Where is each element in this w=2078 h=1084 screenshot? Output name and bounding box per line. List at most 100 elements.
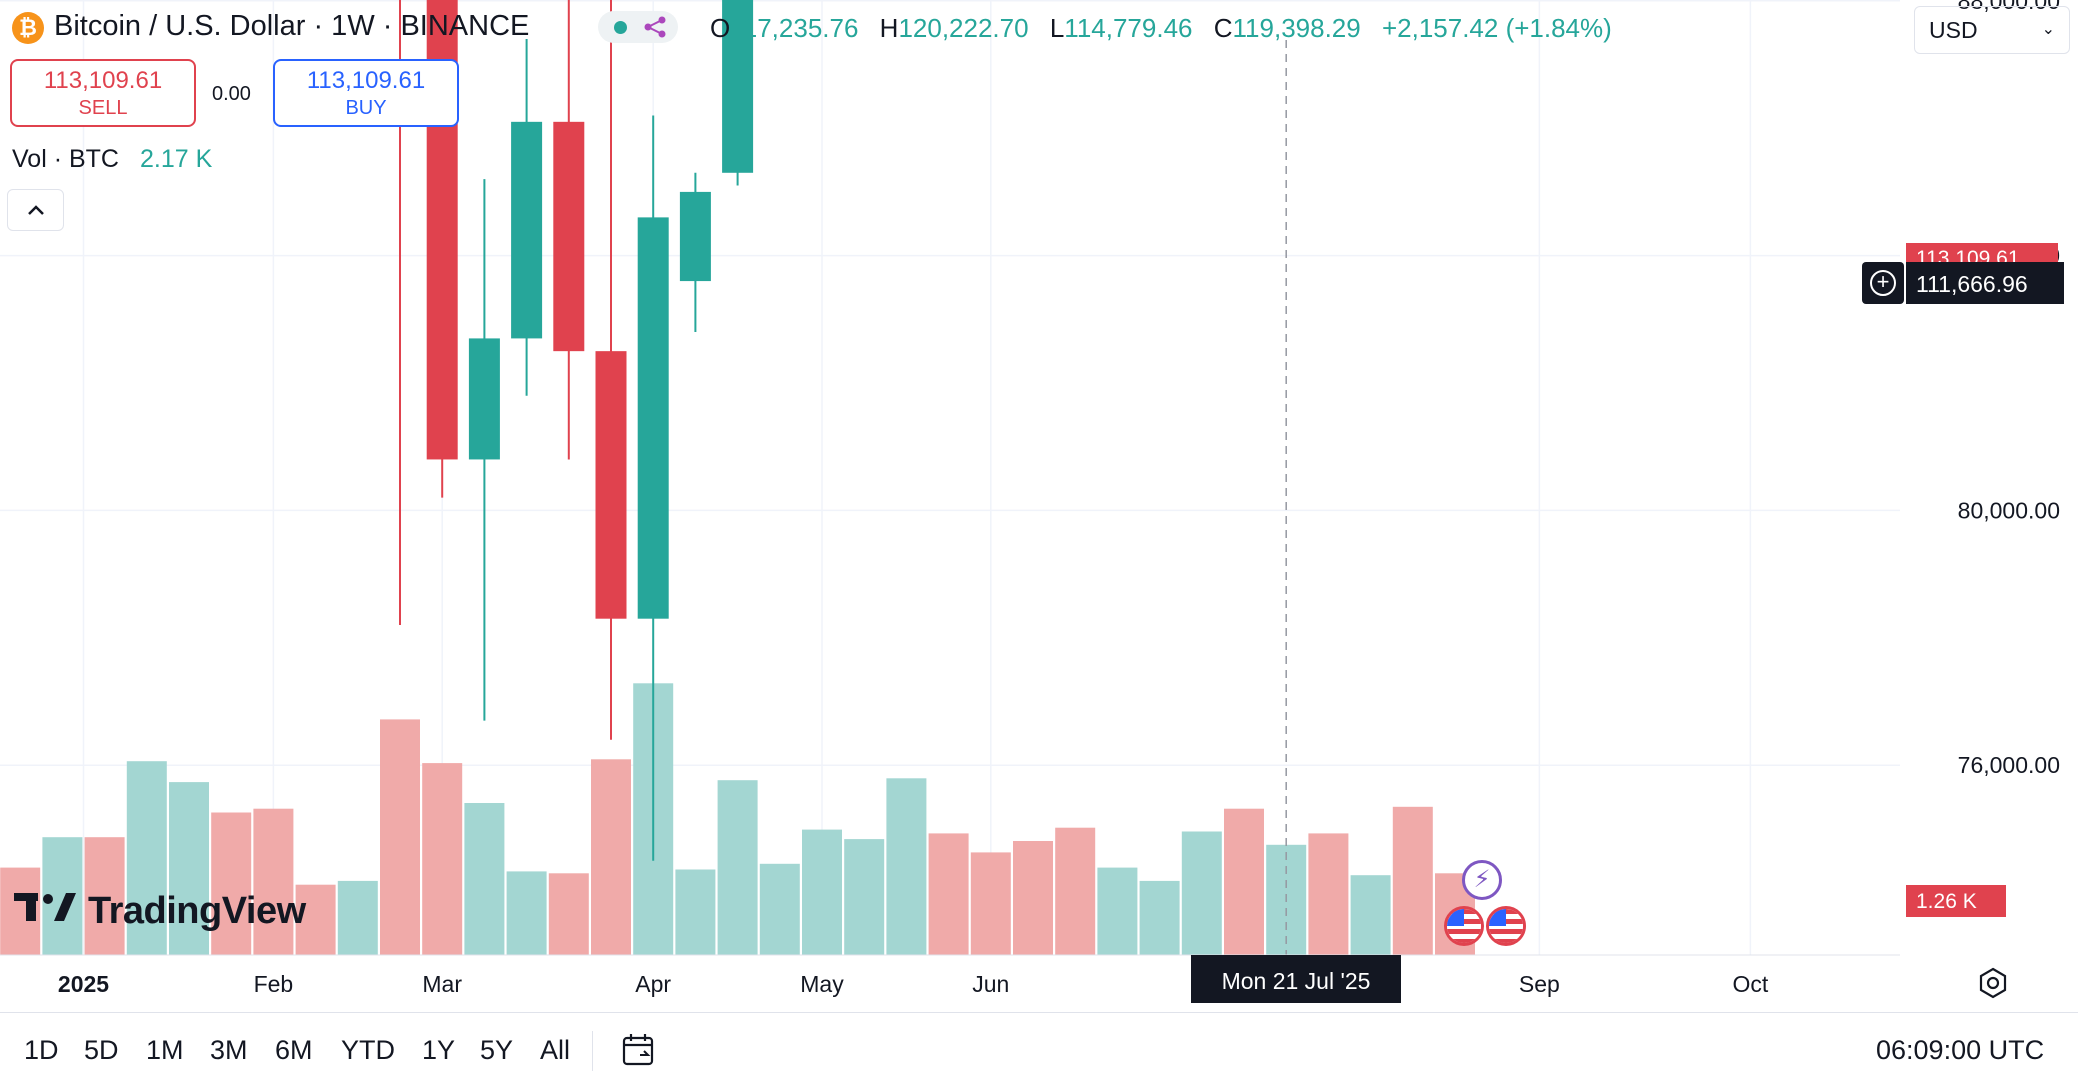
volume-bar — [844, 839, 885, 955]
time-tick-label: 2025 — [58, 971, 109, 997]
range-1y-button[interactable]: 1Y — [422, 1035, 456, 1065]
range-all-button[interactable]: All — [540, 1035, 571, 1065]
volume-bar — [506, 871, 547, 955]
us-flag-event-icon[interactable] — [1444, 906, 1484, 946]
close-label: C — [1213, 13, 1233, 43]
volume-bar — [422, 763, 463, 955]
time-tick-label: Apr — [635, 971, 671, 997]
volume-bar — [253, 808, 294, 955]
share-icon — [644, 16, 666, 38]
us-flag-icon — [1447, 909, 1481, 943]
collapse-legend-button[interactable] — [7, 189, 64, 231]
last-volume-tag: 1.26 K — [1906, 885, 2006, 917]
settings-gear-icon[interactable] — [1976, 966, 2010, 1000]
candle-body-up — [679, 191, 711, 282]
buy-button[interactable]: 113,109.61 BUY — [273, 59, 459, 127]
volume-bar — [84, 837, 125, 955]
volume-bar — [1097, 867, 1138, 955]
volume-bar — [1224, 808, 1264, 955]
volume-bar — [1392, 806, 1433, 955]
candlesticks — [399, 0, 754, 861]
sell-button[interactable]: 113,109.61 SELL — [10, 59, 196, 127]
market-status-pill[interactable] — [598, 11, 678, 43]
volume-bar — [1350, 875, 1391, 955]
time-tick-label: Mar — [422, 971, 462, 997]
volume-bar — [759, 863, 800, 955]
bitcoin-icon: ₿ — [12, 12, 44, 44]
crosshair-date-tag: Mon 21 Jul '25 — [1191, 955, 1401, 1003]
volume-bar — [126, 761, 167, 955]
change-value: +2,157.42 (+1.84%) — [1381, 13, 1612, 43]
calendar-range-icon[interactable] — [620, 1031, 658, 1069]
range-5y-button[interactable]: 5Y — [480, 1035, 514, 1065]
volume-bar — [1181, 831, 1222, 955]
price-tick-label: 76,000.00 — [1958, 752, 2060, 778]
price-chart[interactable]: 72,000.0076,000.0080,000.0084,000.0088,0… — [0, 0, 2078, 1012]
currency-value: USD — [1929, 17, 1978, 43]
time-tick-label: May — [800, 971, 844, 997]
sell-price: 113,109.61 — [43, 67, 163, 94]
close-value: 119,398.29 — [1232, 13, 1361, 43]
volume-bar — [1308, 833, 1349, 955]
volume-bar — [380, 719, 420, 955]
us-flag-icon — [1489, 909, 1523, 943]
time-tick-label: Sep — [1519, 971, 1560, 997]
candle-body-up — [468, 338, 500, 460]
volume-bar — [717, 780, 758, 955]
range-6m-button[interactable]: 6M — [275, 1035, 313, 1065]
volume-bar — [1055, 827, 1096, 955]
volume-bar — [928, 833, 969, 955]
price-tick-label: 72,000.00 — [1958, 1007, 2060, 1012]
candle-body-up — [511, 121, 543, 339]
time-tick-label: Oct — [1733, 971, 1769, 997]
high-label: H — [879, 13, 899, 43]
candle-body-down — [595, 351, 627, 619]
volume-legend-label[interactable]: Vol · BTC — [12, 145, 119, 173]
candle-body-up — [637, 217, 669, 619]
overlay-lines — [0, 40, 1900, 956]
currency-select[interactable]: USD ⌄ — [1914, 6, 2070, 54]
symbol-title[interactable]: Bitcoin / U.S. Dollar · 1W · BINANCE — [54, 10, 530, 42]
tradingview-logo[interactable]: TradingView — [14, 890, 306, 933]
time-tick-label: Jun — [972, 971, 1009, 997]
range-ytd-button[interactable]: YTD — [341, 1035, 395, 1065]
range-3m-button[interactable]: 3M — [210, 1035, 248, 1065]
tradingview-mark-icon — [14, 890, 78, 933]
time-axis: 2025 Feb Mar Apr May Jun Sep Oct — [58, 971, 1769, 997]
volume-bar — [464, 803, 505, 955]
open-label: O — [710, 13, 731, 43]
candle-body-up — [722, 0, 754, 173]
volume-bar — [591, 759, 631, 955]
high-value: 120,222.70 — [898, 13, 1029, 43]
volume-bar — [886, 778, 927, 955]
volume-bar — [1013, 841, 1053, 955]
earnings-bolt-icon[interactable]: ⚡ — [1462, 860, 1502, 900]
buy-label: BUY — [345, 97, 387, 119]
price-axis: 72,000.0076,000.0080,000.0084,000.0088,0… — [1958, 0, 2060, 1012]
buy-price: 113,109.61 — [306, 67, 426, 94]
open-value: 117,235.76 — [730, 13, 859, 43]
candle-body-down — [553, 121, 585, 352]
crosshair-price-tag: 111,666.96 — [1906, 262, 2064, 304]
volume-bar — [295, 884, 336, 955]
chevron-up-icon — [27, 205, 44, 215]
bottom-toolbar: 1D 5D 1M 3M 6M YTD 1Y 5Y All 06:09:00 UT… — [0, 1012, 2078, 1084]
tradingview-wordmark: TradingView — [88, 890, 306, 932]
add-alert-button[interactable]: + — [1862, 262, 1904, 304]
low-value: 114,779.46 — [1064, 13, 1193, 43]
range-1d-button[interactable]: 1D — [24, 1035, 59, 1065]
range-5d-button[interactable]: 5D — [84, 1035, 119, 1065]
plus-icon: + — [1870, 270, 1896, 296]
low-label: L — [1049, 13, 1065, 43]
us-flag-event-icon[interactable] — [1486, 906, 1526, 946]
chart-header: ₿ Bitcoin / U.S. Dollar · 1W · BINANCE O… — [0, 0, 1900, 56]
volume-bar — [1139, 880, 1180, 955]
ohlc-readout: O117,235.76 H120,222.70 L114,779.46 C119… — [710, 13, 1612, 44]
volume-bar — [548, 873, 589, 955]
volume-bar — [802, 829, 842, 955]
volume-bar — [211, 812, 252, 955]
spread-value: 0.00 — [212, 83, 251, 105]
utc-clock[interactable]: 06:09:00 UTC — [1876, 1035, 2045, 1065]
range-1m-button[interactable]: 1M — [146, 1035, 184, 1065]
time-tick-label: Feb — [254, 971, 294, 997]
